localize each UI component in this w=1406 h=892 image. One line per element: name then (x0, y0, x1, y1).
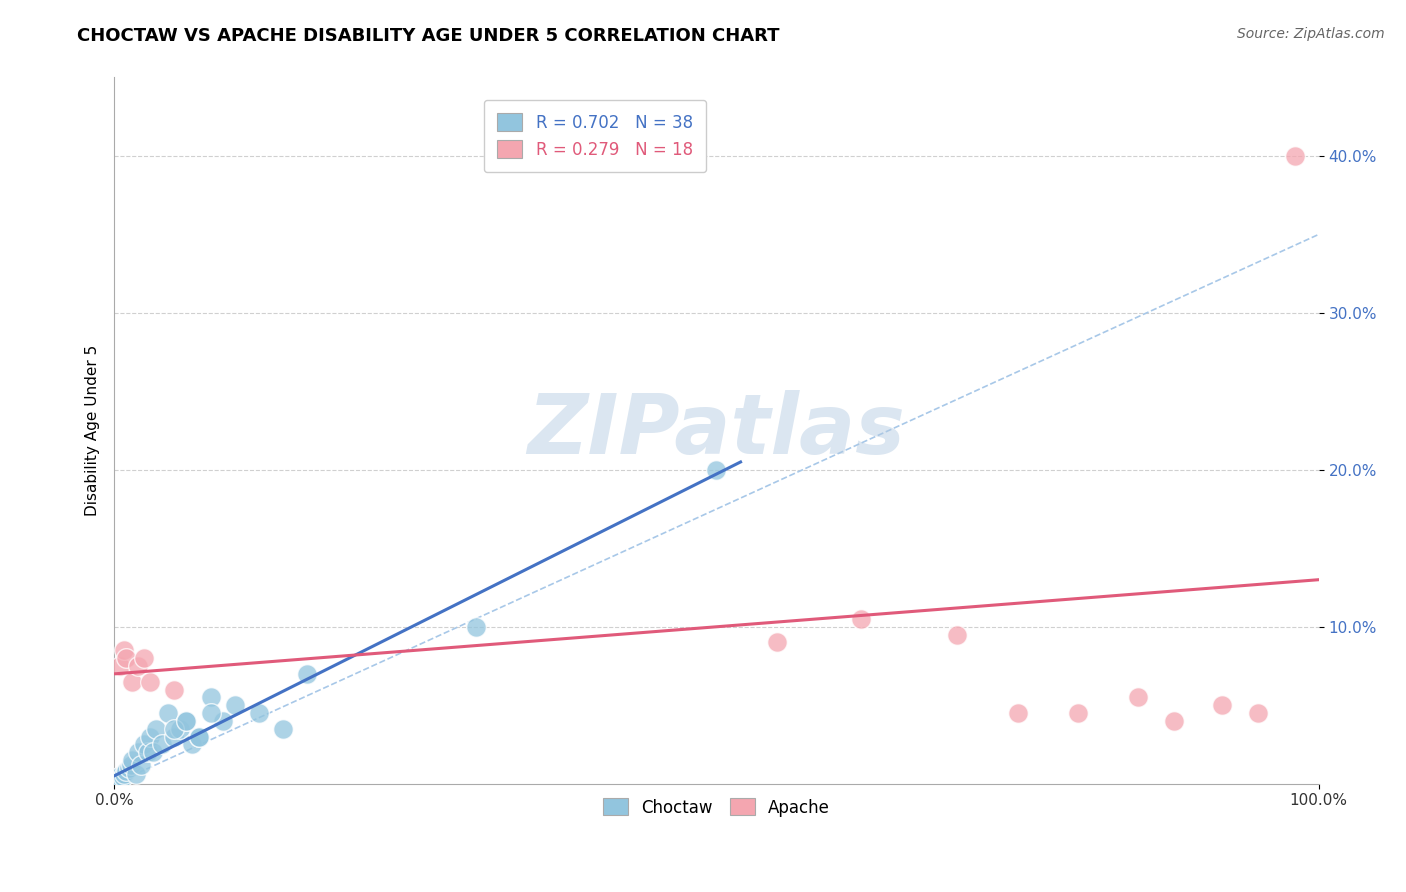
Point (115, 651, 138, 665)
Point (105, 773, 128, 788)
Point (200, 690, 222, 705)
Point (1163, 714, 1185, 728)
Point (139, 730, 162, 744)
Point (181, 738, 204, 752)
Point (110, 772, 132, 786)
Point (849, 612, 872, 626)
Point (115, 764, 138, 779)
Point (108, 659, 131, 673)
Point (111, 771, 134, 785)
Point (150, 738, 173, 752)
Point (145, 722, 167, 736)
Point (295, 666, 318, 681)
Point (1211, 698, 1233, 713)
Point (169, 722, 191, 736)
Point (134, 651, 156, 665)
Legend: Choctaw, Apache: Choctaw, Apache (595, 790, 838, 825)
Point (157, 706, 180, 720)
Point (107, 772, 129, 786)
Point (163, 730, 186, 744)
Point (247, 706, 270, 720)
Point (211, 714, 233, 728)
Point (134, 738, 156, 752)
Point (176, 714, 198, 728)
Point (1007, 706, 1029, 720)
Point (120, 758, 142, 772)
Text: Source: ZipAtlas.com: Source: ZipAtlas.com (1237, 27, 1385, 41)
Point (127, 659, 149, 673)
Point (112, 643, 135, 657)
Point (121, 674, 143, 689)
Text: CHOCTAW VS APACHE DISABILITY AGE UNDER 5 CORRELATION CHART: CHOCTAW VS APACHE DISABILITY AGE UNDER 5… (77, 27, 780, 45)
Point (271, 722, 294, 736)
Point (163, 682, 186, 697)
Point (139, 674, 162, 689)
Text: ZIPatlas: ZIPatlas (527, 390, 905, 471)
Point (706, 463, 728, 477)
Point (765, 635, 787, 649)
Point (125, 767, 148, 781)
Point (136, 745, 159, 759)
Point (224, 698, 246, 713)
Point (117, 761, 139, 775)
Point (127, 745, 149, 759)
Point (176, 714, 198, 728)
Point (108, 769, 131, 783)
Point (1284, 149, 1306, 163)
Point (187, 730, 209, 744)
Point (142, 745, 165, 759)
Y-axis label: Disability Age Under 5: Disability Age Under 5 (86, 345, 100, 516)
Point (946, 627, 969, 641)
Point (1247, 706, 1270, 720)
Point (200, 706, 222, 720)
Point (108, 771, 131, 785)
Point (1126, 690, 1149, 705)
Point (129, 758, 152, 772)
Point (112, 767, 135, 781)
Point (163, 722, 186, 736)
Point (1067, 706, 1090, 720)
Point (464, 620, 486, 634)
Point (187, 730, 209, 744)
Point (121, 753, 143, 767)
